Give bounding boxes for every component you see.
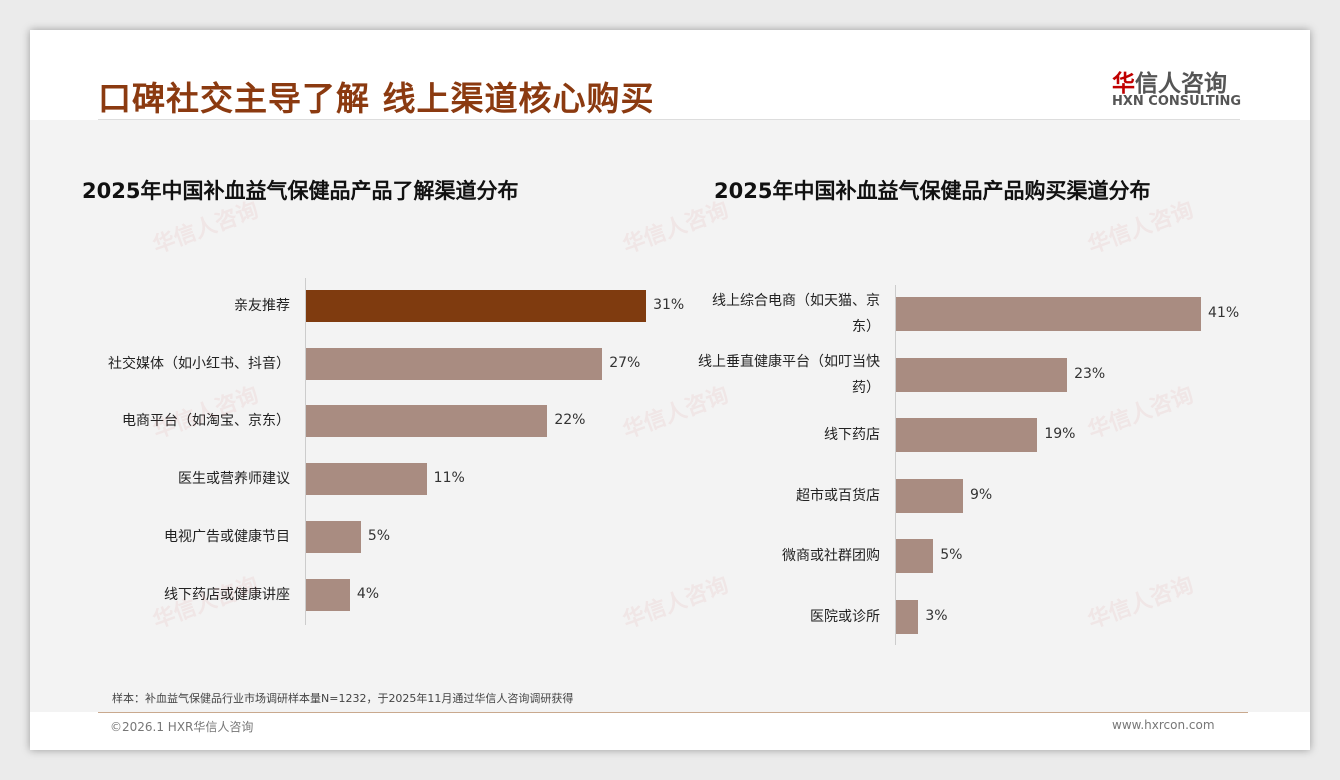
value-label: 11% [433, 470, 465, 487]
value-label: 5% [367, 527, 391, 544]
bar [896, 357, 1068, 392]
divider [98, 119, 1240, 120]
chart-title-left: 2025年中国补血益气保健品产品了解渠道分布 [82, 179, 519, 203]
bar [306, 405, 548, 438]
value-label: 9% [969, 486, 993, 503]
slide-body [30, 120, 1310, 712]
bar [306, 290, 647, 322]
value-label: 27% [609, 354, 641, 371]
page-title: 口碑社交主导了解 线上渠道核心购买 [98, 79, 655, 118]
value-label: 3% [925, 608, 948, 624]
value-label: 31% [653, 297, 685, 313]
axis-line [305, 278, 306, 625]
category-label: 微商或社群团购 [782, 548, 880, 565]
bar [896, 418, 1038, 453]
value-label: 5% [940, 547, 963, 564]
sample-note: 样本：补血益气保健品行业市场调研样本量N=1232，于2025年11月通过华信人… [112, 692, 574, 705]
value-label: 23% [1074, 365, 1106, 382]
category-label: 线下药店或健康讲座 [164, 586, 290, 603]
category-label: 线下药店 [824, 427, 880, 444]
logo: 华信人咨询 [1112, 64, 1227, 98]
chart-title-right: 2025年中国补血益气保健品产品购买渠道分布 [714, 179, 1151, 203]
bar [896, 600, 919, 634]
bar [896, 539, 934, 574]
arrow-shape [632, 430, 670, 526]
copyright: ©2026.1 HXR华信人咨询 [110, 720, 254, 734]
category-label: 线上综合电商（如天猫、京东） [712, 293, 880, 335]
website-link[interactable]: www.hxrcon.com [1112, 718, 1215, 732]
category-label: 社交媒体（如小红书、抖音） [108, 355, 290, 372]
logo-text: 信人咨询 [1135, 71, 1227, 97]
category-label: 医院或诊所 [810, 609, 880, 625]
bar [896, 478, 963, 513]
bar [306, 463, 427, 496]
value-label: 19% [1044, 426, 1076, 443]
category-label: 超市或百货店 [796, 487, 880, 504]
value-label: 4% [356, 585, 380, 602]
category-label: 医生或营养师建议 [178, 471, 290, 488]
logo-subtitle: HXN CONSULTING [1112, 94, 1242, 109]
slide: 口碑社交主导了解 线上渠道核心购买 华信人咨询 HXN CONSULTING 2… [30, 30, 1310, 750]
footer-divider [98, 712, 1248, 713]
logo-mark: 华 [1112, 71, 1135, 97]
bar [896, 297, 1202, 331]
value-label: 41% [1208, 305, 1240, 321]
bar [306, 578, 350, 611]
bar [306, 520, 361, 553]
category-label: 电视广告或健康节目 [164, 528, 290, 545]
axis-line [895, 285, 896, 645]
category-label: 线上垂直健康平台（如叮当快药） [698, 353, 880, 396]
category-label: 亲友推荐 [234, 298, 290, 314]
bar [306, 347, 603, 380]
value-label: 22% [554, 412, 586, 429]
category-label: 电商平台（如淘宝、京东） [122, 413, 290, 430]
